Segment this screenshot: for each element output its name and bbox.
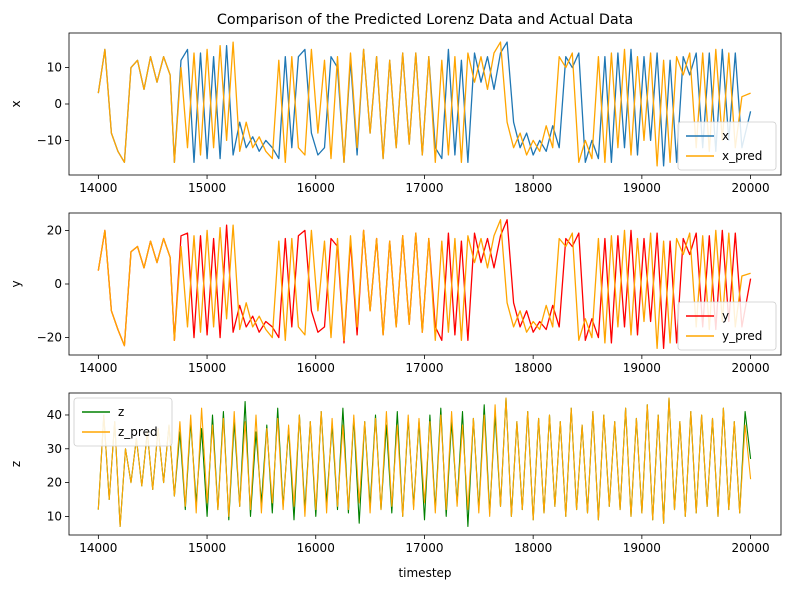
- series-line-x: [97, 41, 752, 167]
- subplot-y: 14000 15000 16000 17000 18000 19000 20000 −20 0 2…: [9, 212, 782, 375]
- legend-label-y: y: [722, 309, 729, 323]
- y-tick-label: 0: [54, 277, 62, 291]
- plot-area-y: [97, 219, 752, 349]
- series-line-x_pred: [97, 41, 751, 167]
- y-axis-label-y: y: [9, 280, 23, 287]
- x-tick-label: 18000: [514, 181, 552, 195]
- x-tick-label: 14000: [79, 361, 117, 375]
- series-line-y: [97, 219, 752, 349]
- series-line-z_pred: [97, 397, 752, 528]
- legend-label-z_pred: z_pred: [118, 425, 158, 439]
- y-tick-label: 10: [47, 61, 62, 75]
- legend-z: z z_pred: [73, 397, 173, 447]
- x-tick-label: 17000: [405, 541, 443, 555]
- legend-label-y_pred: y_pred: [722, 329, 762, 343]
- x-tick-label: 19000: [623, 541, 661, 555]
- legend-x: x x_pred: [677, 121, 777, 171]
- y-tick-label: 0: [54, 97, 62, 111]
- plot-area-x: [97, 41, 752, 167]
- y-axis-label-x: x: [9, 100, 23, 107]
- y-tick-label: 10: [47, 509, 62, 523]
- series-line-y_pred: [97, 219, 751, 349]
- x-tick-label: 20000: [731, 541, 769, 555]
- x-tick-label: 14000: [79, 181, 117, 195]
- x-tick-label: 20000: [731, 181, 769, 195]
- y-axis-label-z: z: [9, 461, 23, 467]
- legend-box: [677, 301, 777, 351]
- y-tick-label: −20: [37, 331, 62, 345]
- legend-label-x: x: [722, 129, 729, 143]
- y-tick-label: 30: [47, 442, 62, 456]
- y-tick-label: 20: [47, 476, 62, 490]
- x-tick-label: 16000: [297, 181, 335, 195]
- x-tick-label: 19000: [623, 361, 661, 375]
- axes-frame: [68, 392, 782, 536]
- x-tick-label: 14000: [79, 541, 117, 555]
- y-tick-label: −10: [37, 133, 62, 147]
- x-tick-label: 16000: [297, 361, 335, 375]
- y-tick-label: 40: [47, 408, 62, 422]
- x-tick-label: 15000: [188, 541, 226, 555]
- x-tick-label: 19000: [623, 181, 661, 195]
- x-tick-label: 16000: [297, 541, 335, 555]
- x-tick-label: 15000: [188, 361, 226, 375]
- plot-area-z: [97, 397, 752, 528]
- x-tick-label: 17000: [405, 361, 443, 375]
- subplot-x: 14000 15000 16000 17000 18000 19000 20000 −10 0 1…: [9, 32, 782, 195]
- legend-y: y y_pred: [677, 301, 777, 351]
- legend-label-x_pred: x_pred: [722, 149, 762, 163]
- subplot-z: 14000 15000 16000 17000 18000 19000 20000 10 20 3…: [9, 392, 782, 555]
- x-tick-label: 18000: [514, 541, 552, 555]
- legend-label-z: z: [118, 405, 124, 419]
- x-tick-label: 20000: [731, 361, 769, 375]
- x-axis-label: timestep: [398, 566, 451, 580]
- legend-box: [73, 397, 173, 447]
- chart-title: Comparison of the Predicted Lorenz Data …: [217, 12, 633, 28]
- x-tick-label: 18000: [514, 361, 552, 375]
- x-tick-label: 15000: [188, 181, 226, 195]
- x-tick-label: 17000: [405, 181, 443, 195]
- y-tick-label: 20: [47, 223, 62, 237]
- legend-box: [677, 121, 777, 171]
